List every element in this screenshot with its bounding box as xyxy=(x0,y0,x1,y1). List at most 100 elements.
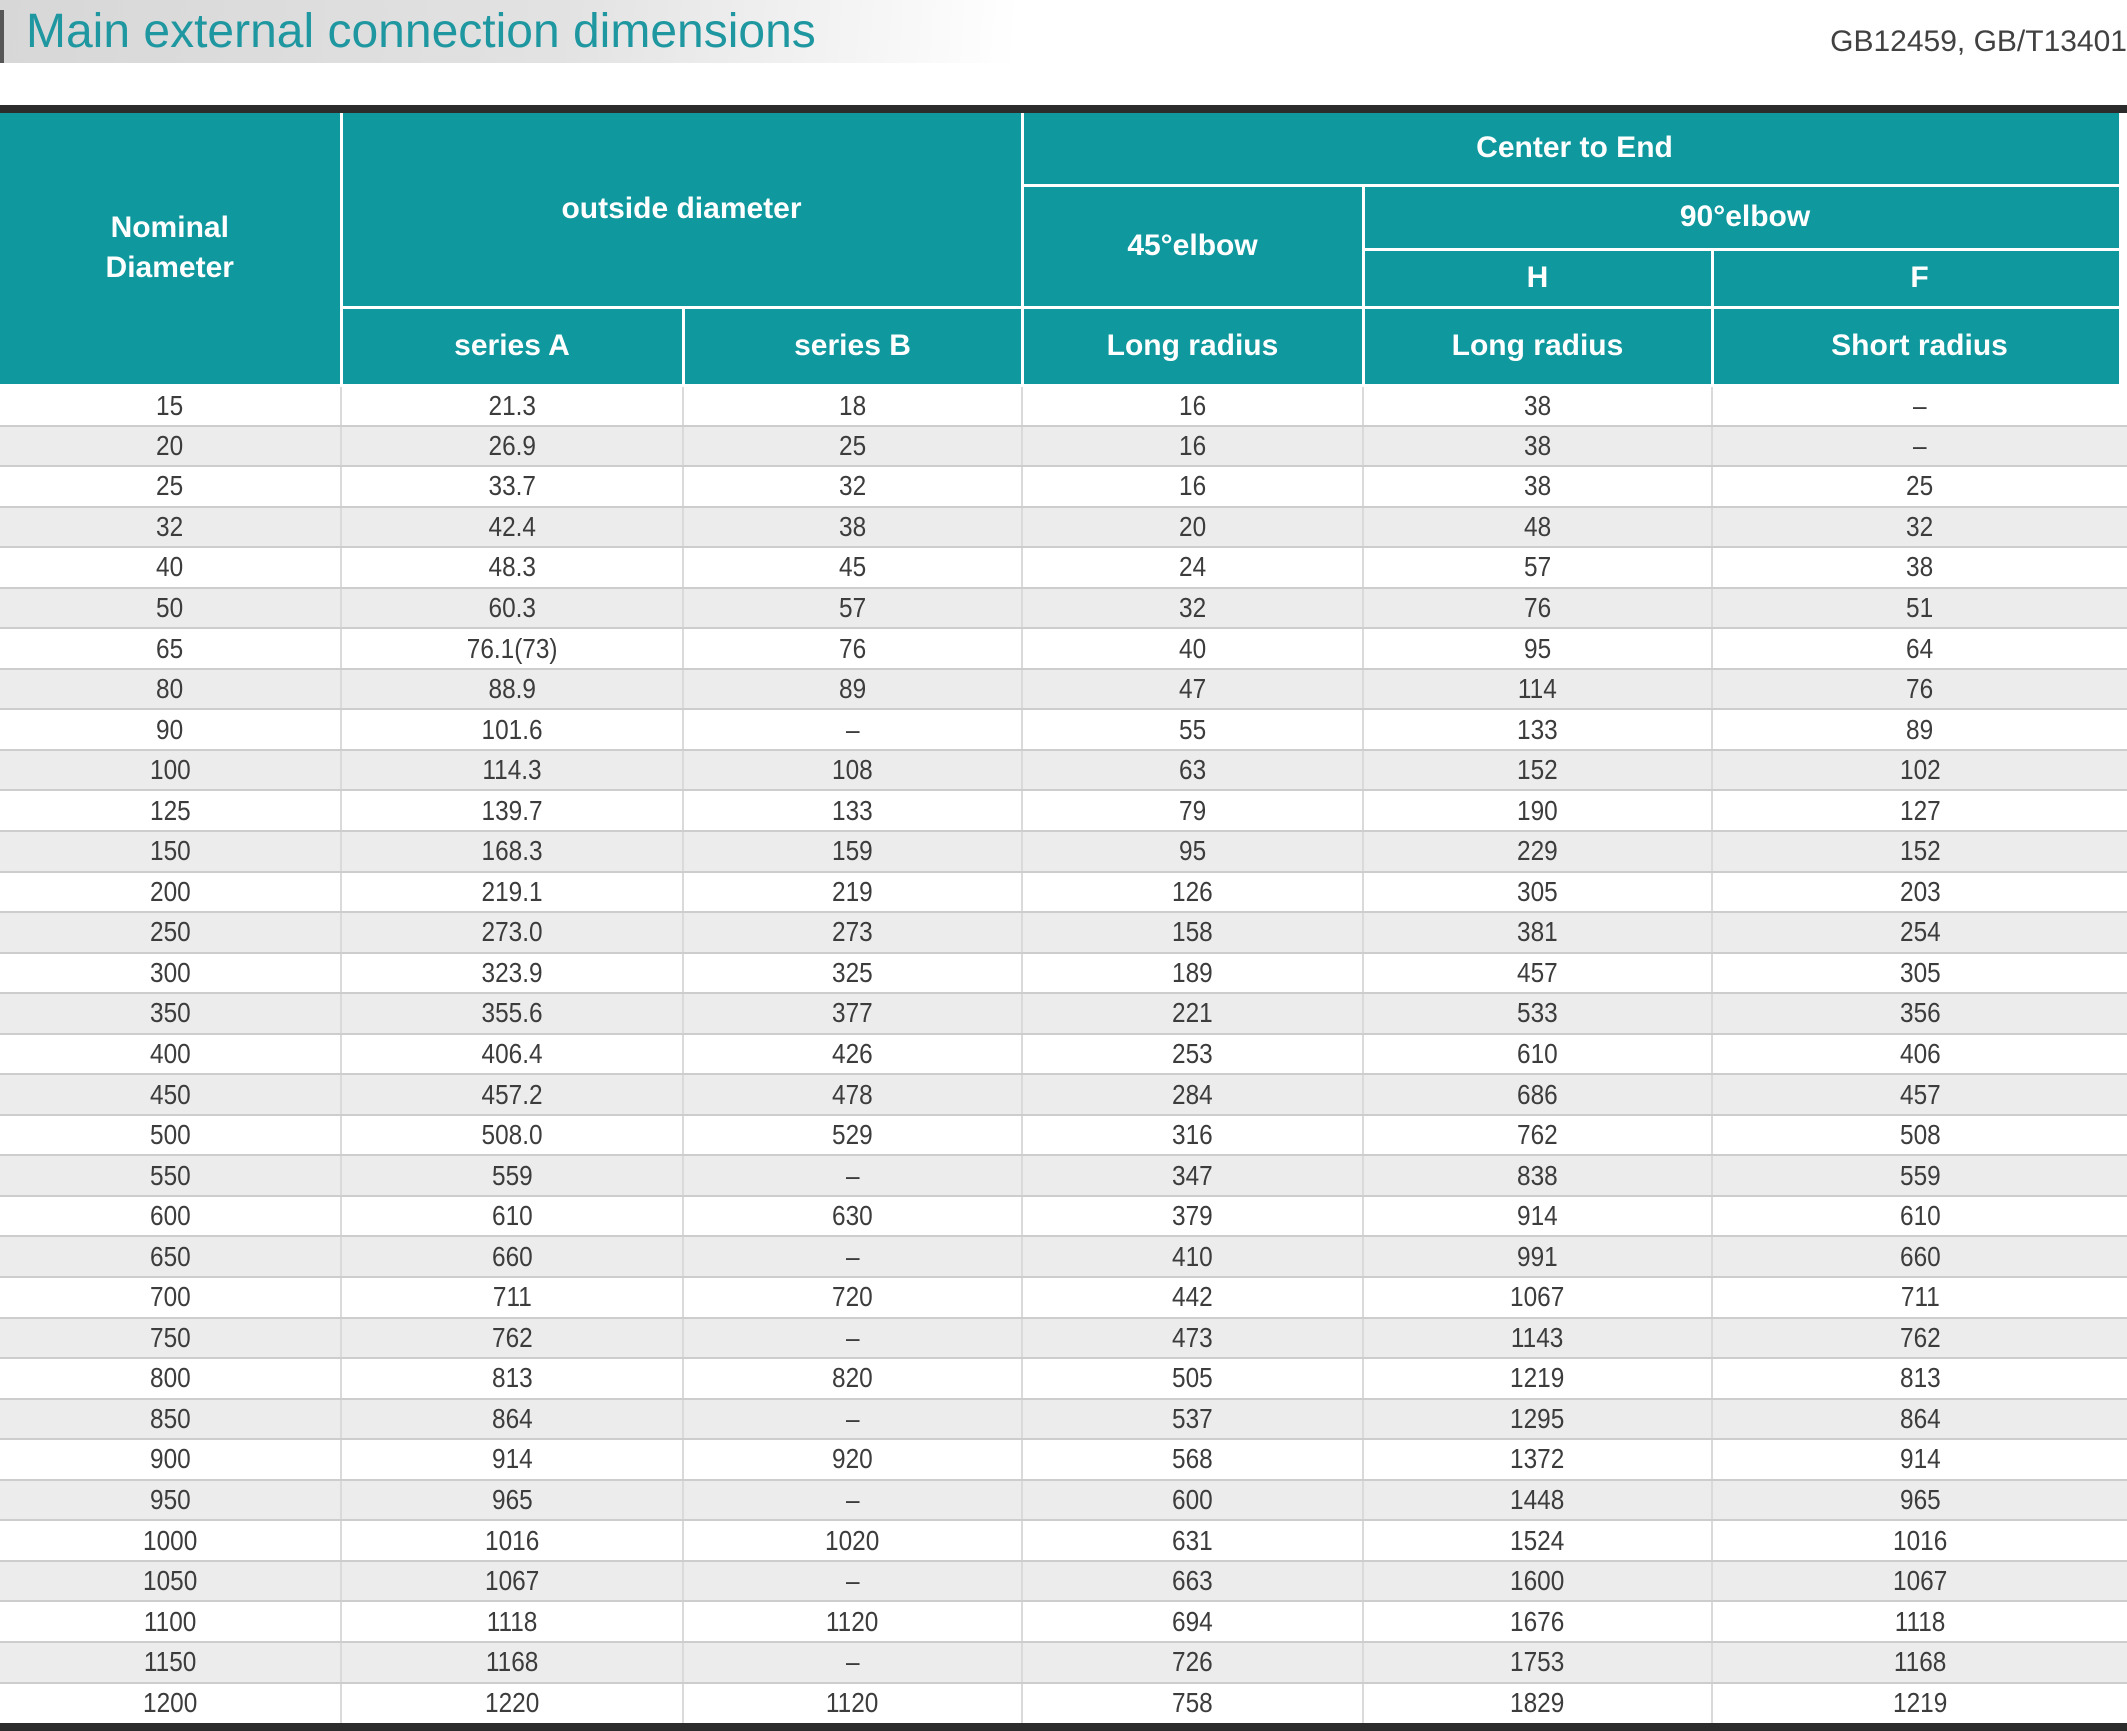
cell: 133 xyxy=(682,789,1023,833)
cell-value: 32 xyxy=(156,510,184,542)
cell: 450 xyxy=(0,1073,342,1116)
cell: 800 xyxy=(0,1357,342,1400)
cell: 1000 xyxy=(0,1519,342,1562)
cell-value: 991 xyxy=(1517,1240,1558,1272)
table-row: 300 323.9 325 189 457 305 xyxy=(0,951,2127,995)
cell-value: 203 xyxy=(1899,875,1941,907)
cell-value: 48.3 xyxy=(488,551,536,583)
cell: 426 xyxy=(682,1032,1023,1076)
header-90-elbow: 90°elbow xyxy=(1361,183,2127,251)
cell: – xyxy=(682,1154,1023,1197)
table-row: 900 914 920 568 1372 914 xyxy=(0,1438,2127,1481)
cell: 229 xyxy=(1362,830,1713,873)
cell-value: 559 xyxy=(491,1159,533,1191)
cell: 920 xyxy=(682,1438,1023,1481)
header-h: H xyxy=(1361,247,1714,309)
cell: 89 xyxy=(1710,708,2127,751)
cell: 900 xyxy=(0,1438,342,1481)
cell-value: 88.9 xyxy=(488,673,536,705)
dimensions-table: Nominal Diameter outside diameter Center… xyxy=(0,113,2127,1724)
cell-value: 762 xyxy=(491,1321,533,1353)
cell-value: 1219 xyxy=(1510,1362,1565,1394)
cell: 1016 xyxy=(1710,1519,2127,1562)
cell: 219 xyxy=(682,870,1023,914)
cell: 20 xyxy=(1021,505,1364,549)
cell: 1219 xyxy=(1362,1357,1713,1400)
cell-value: 26.9 xyxy=(488,429,536,461)
cell: 76 xyxy=(1362,586,1713,630)
cell-value: 1067 xyxy=(1510,1281,1565,1313)
cell-value: 1448 xyxy=(1510,1484,1565,1516)
table-row: 25 33.7 32 16 38 25 xyxy=(0,465,2127,508)
cell: 726 xyxy=(1021,1640,1364,1684)
cell: 820 xyxy=(682,1357,1023,1400)
cell-value: 76.1(73) xyxy=(466,632,558,664)
cell: 189 xyxy=(1021,951,1364,995)
cell-value: 762 xyxy=(1517,1119,1558,1151)
table-row: 15 21.3 18 16 38 – xyxy=(0,384,2127,427)
cell-value: 1000 xyxy=(142,1524,198,1556)
cell: 610 xyxy=(1710,1194,2127,1238)
page-title: Main external connection dimensions xyxy=(26,4,816,58)
cell-value: 1118 xyxy=(486,1605,538,1637)
cell: – xyxy=(1710,424,2127,468)
header-center-to-end: Center to End xyxy=(1020,113,2127,187)
cell: 758 xyxy=(1021,1681,1364,1724)
cell-value: 325 xyxy=(832,956,873,988)
table-row: 450 457.2 478 284 686 457 xyxy=(0,1073,2127,1116)
cell-value: 79 xyxy=(1178,794,1207,826)
cell-value: – xyxy=(845,1321,860,1353)
table-row: 750 762 – 473 1143 762 xyxy=(0,1316,2127,1360)
cell: 48.3 xyxy=(340,546,684,589)
cell-value: 630 xyxy=(832,1200,873,1232)
cell: 711 xyxy=(1710,1276,2127,1319)
cell: 42.4 xyxy=(340,505,684,549)
cell-value: 1143 xyxy=(1511,1321,1564,1353)
cell: 25 xyxy=(0,465,342,508)
cell: 965 xyxy=(1710,1478,2127,1522)
cell-value: 610 xyxy=(1517,1038,1558,1070)
cell-value: 95 xyxy=(1523,632,1552,664)
table-row: 32 42.4 38 20 48 32 xyxy=(0,505,2127,549)
cell-value: 1016 xyxy=(1892,1524,1948,1556)
cell-value: 1295 xyxy=(1510,1402,1565,1434)
cell: 1829 xyxy=(1362,1681,1713,1724)
cell: 533 xyxy=(1362,992,1713,1035)
cell-value: 965 xyxy=(1899,1484,1941,1516)
cell: 600 xyxy=(0,1194,342,1238)
cell: 305 xyxy=(1710,951,2127,995)
cell-value: 40 xyxy=(1178,632,1207,664)
cell-value: 610 xyxy=(491,1200,533,1232)
cell: 139.7 xyxy=(340,789,684,833)
cell-value: 1676 xyxy=(1510,1605,1565,1637)
cell-value: 1200 xyxy=(142,1687,198,1719)
cell: 16 xyxy=(1021,424,1364,468)
cell-value: 55 xyxy=(1178,713,1207,745)
cell: 65 xyxy=(0,627,342,670)
table-header: Nominal Diameter outside diameter Center… xyxy=(0,113,2127,387)
cell: 50 xyxy=(0,586,342,630)
header-right-edge-strip xyxy=(2119,113,2127,385)
cell-value: 950 xyxy=(149,1484,191,1516)
cell-value: 305 xyxy=(1517,875,1558,907)
cell: 1143 xyxy=(1362,1316,1713,1360)
table-row: 250 273.0 273 158 381 254 xyxy=(0,911,2127,954)
cell-value: 600 xyxy=(1172,1484,1213,1516)
table-row: 40 48.3 45 24 57 38 xyxy=(0,546,2127,589)
header-row-1: Nominal Diameter outside diameter Center… xyxy=(0,113,2127,387)
cell-value: 1168 xyxy=(1893,1646,1947,1678)
cell-value: 400 xyxy=(149,1038,191,1070)
cell: 850 xyxy=(0,1397,342,1441)
cell-value: 152 xyxy=(1899,835,1941,867)
cell: 95 xyxy=(1021,830,1364,873)
cell-value: 750 xyxy=(149,1321,191,1353)
cell: 410 xyxy=(1021,1235,1364,1279)
cell-value: 38 xyxy=(1906,551,1934,583)
cell: 1676 xyxy=(1362,1600,1713,1643)
cell-value: – xyxy=(845,1565,860,1597)
cell: 158 xyxy=(1021,911,1364,954)
cell-value: 800 xyxy=(149,1362,191,1394)
cell: 1220 xyxy=(340,1681,684,1724)
cell: 813 xyxy=(1710,1357,2127,1400)
cell-value: 219.1 xyxy=(481,875,543,907)
